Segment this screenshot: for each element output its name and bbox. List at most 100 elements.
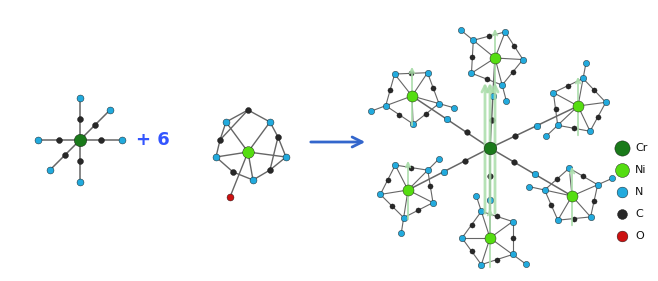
Point <box>589 88 599 93</box>
Point <box>95 138 106 142</box>
Point <box>553 123 563 128</box>
Point <box>532 123 542 128</box>
Point <box>548 90 559 95</box>
Point <box>578 76 588 81</box>
Point <box>553 218 563 223</box>
Point <box>530 172 540 176</box>
Point <box>428 86 438 90</box>
Point <box>585 129 595 133</box>
Point <box>572 104 583 108</box>
Point <box>394 113 405 117</box>
Text: C: C <box>635 209 643 219</box>
Point <box>593 115 603 119</box>
Text: Ni: Ni <box>635 165 647 175</box>
Point <box>272 135 283 139</box>
Point <box>509 160 519 164</box>
Point <box>457 236 467 240</box>
Text: O: O <box>635 231 644 241</box>
Point <box>375 192 386 197</box>
Point <box>403 188 413 192</box>
Point <box>482 77 492 81</box>
Point <box>382 178 393 182</box>
Point <box>617 146 627 150</box>
Point <box>449 106 460 110</box>
Point <box>486 118 497 122</box>
Point <box>507 70 518 74</box>
Point <box>467 55 478 59</box>
Point <box>564 166 574 170</box>
Point <box>243 150 253 154</box>
Point <box>33 138 43 142</box>
Point <box>541 134 551 139</box>
Point <box>428 200 438 205</box>
Point <box>551 177 562 181</box>
Point <box>507 219 518 224</box>
Point <box>220 120 231 124</box>
Point <box>380 103 391 108</box>
Point <box>592 183 603 187</box>
Point <box>281 155 291 159</box>
Point <box>422 168 433 173</box>
Point <box>247 178 258 182</box>
Point <box>586 215 596 219</box>
Point <box>408 122 418 126</box>
Point <box>492 257 502 262</box>
Point <box>500 30 511 34</box>
Point <box>116 138 127 142</box>
Point <box>390 72 400 76</box>
Point <box>438 169 449 174</box>
Point <box>105 108 115 113</box>
Point <box>434 157 444 161</box>
Point <box>617 212 627 216</box>
Point <box>569 126 579 130</box>
Point <box>617 234 627 238</box>
Point <box>485 146 495 150</box>
Point <box>497 83 507 87</box>
Point <box>75 138 86 142</box>
Point <box>617 168 627 172</box>
Point <box>578 174 589 179</box>
Point <box>476 209 487 214</box>
Point <box>518 57 528 62</box>
Point <box>485 236 495 240</box>
Point <box>365 109 376 114</box>
Point <box>406 71 417 76</box>
Point <box>460 158 470 163</box>
Point <box>75 117 86 121</box>
Point <box>550 107 561 111</box>
Point <box>471 194 482 198</box>
Point <box>228 170 238 174</box>
Point <box>75 180 86 184</box>
Point <box>442 117 452 121</box>
Point <box>265 120 275 124</box>
Point <box>476 262 487 267</box>
Point <box>425 184 436 189</box>
Point <box>422 71 433 75</box>
Point <box>407 94 417 98</box>
Point <box>468 38 478 42</box>
Point <box>467 71 477 75</box>
Point <box>60 153 70 157</box>
Text: + 6: + 6 <box>136 131 170 149</box>
Point <box>507 252 518 257</box>
Point <box>54 138 64 142</box>
Point <box>563 83 574 88</box>
Point <box>406 166 417 170</box>
Point <box>617 190 627 194</box>
Point <box>467 223 477 227</box>
Point <box>434 101 444 106</box>
Point <box>581 60 592 65</box>
Point <box>396 231 407 236</box>
Point <box>413 208 424 212</box>
Point <box>265 168 275 172</box>
Point <box>387 204 397 208</box>
Point <box>567 194 577 198</box>
Point <box>490 56 500 60</box>
Point <box>546 203 557 207</box>
Point <box>243 108 253 112</box>
Point <box>484 34 494 38</box>
Point <box>589 199 599 203</box>
Point <box>507 236 518 240</box>
Point <box>75 96 86 100</box>
Point <box>488 94 498 98</box>
